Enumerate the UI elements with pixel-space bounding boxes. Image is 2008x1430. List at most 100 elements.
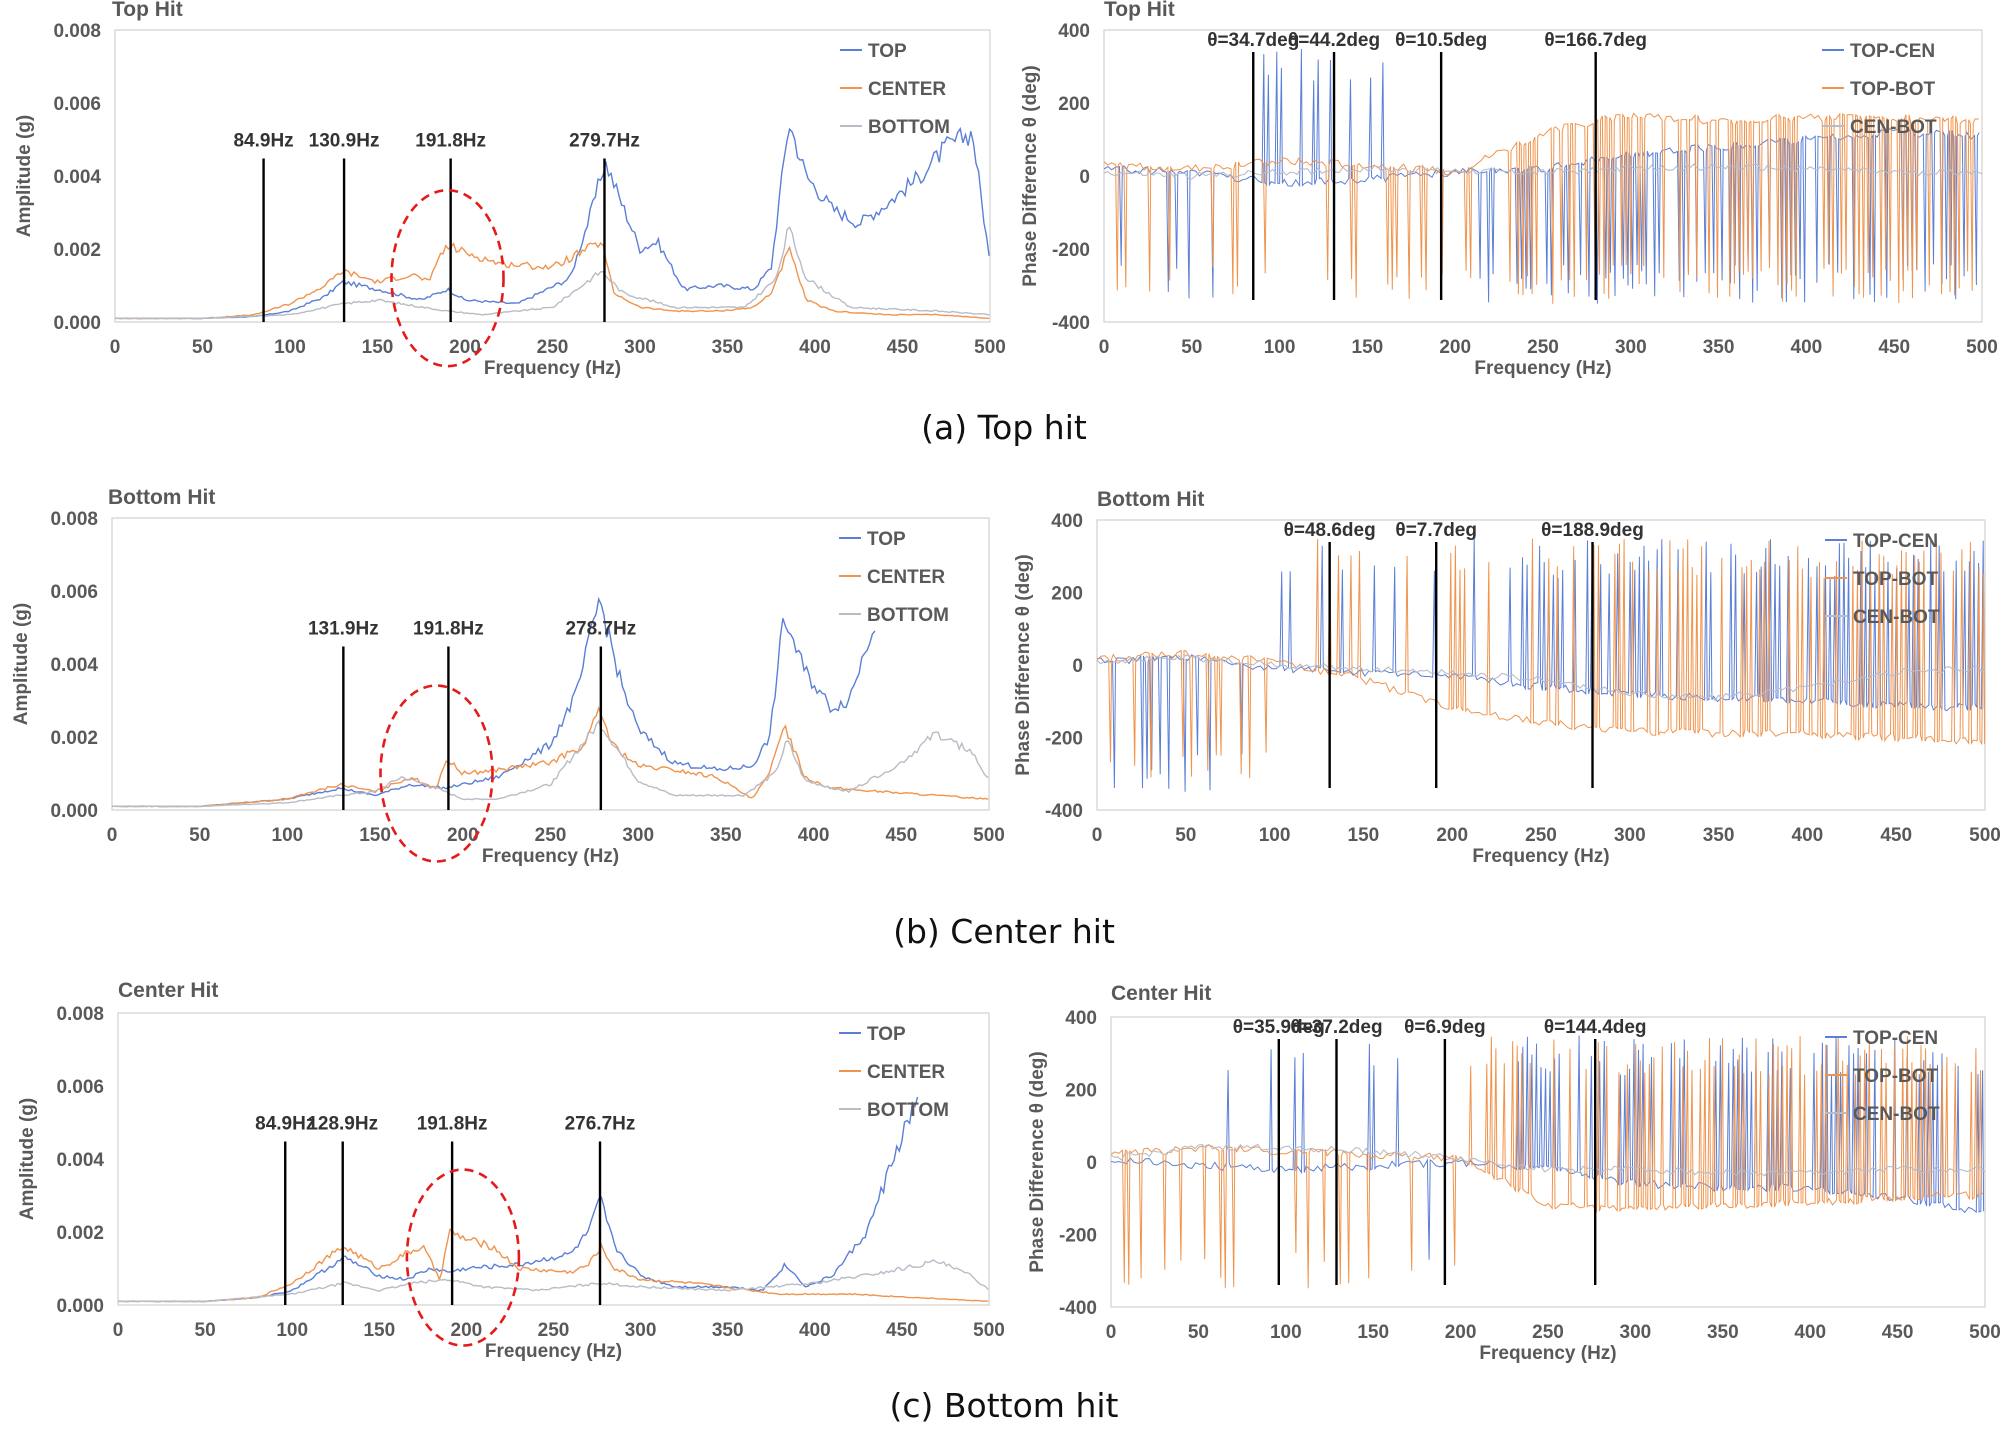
x-tick-label: 200: [451, 1320, 483, 1341]
marker-label: θ=166.7deg: [1544, 30, 1647, 51]
series-group: [1111, 1035, 1985, 1289]
x-tick-label: 50: [189, 825, 210, 846]
y-tick-label: 0.006: [53, 94, 101, 115]
x-tick-label: 50: [1188, 1322, 1209, 1343]
marker-label: θ=188.9deg: [1541, 520, 1644, 541]
plot-area: [117, 1012, 990, 1306]
y-axis-label: Amplitude (g): [11, 603, 32, 725]
x-tick-label: 50: [1175, 825, 1196, 846]
chart-title: Top Hit: [1104, 0, 1175, 21]
series-group: [1097, 538, 1985, 792]
marker-label: 191.8Hz: [417, 1113, 488, 1134]
x-tick-label: 500: [1969, 1322, 2001, 1343]
caption-c: (c) Bottom hit: [889, 1386, 1119, 1425]
x-tick-label: 100: [276, 1320, 308, 1341]
x-tick-label: 150: [1357, 1322, 1389, 1343]
x-tick-label: 100: [1270, 1322, 1302, 1343]
x-axis-label: Frequency (Hz): [482, 846, 619, 867]
legend-label: CENTER: [867, 567, 945, 588]
marker-label: 191.8Hz: [415, 130, 486, 151]
series-line-top-cen: [1097, 538, 1985, 792]
x-tick-label: 200: [1436, 825, 1468, 846]
x-tick-label: 150: [362, 337, 394, 358]
marker-label: θ=144.4deg: [1544, 1017, 1647, 1038]
x-tick-label: 400: [1791, 337, 1823, 358]
series-line-center: [115, 241, 990, 320]
chart-2: Top Hit -400 -200 0 200 400 0 50 100 150 200 250 300…: [1020, 0, 1998, 379]
x-tick-label: 150: [1348, 825, 1380, 846]
chart-3: Bottom Hit 0.000 0.002 0.004 0.006 0.008 0 50 10…: [11, 486, 1005, 867]
y-tick-label: 400: [1051, 511, 1083, 532]
x-tick-label: 250: [1525, 825, 1557, 846]
x-tick-label: 50: [195, 1320, 216, 1341]
y-tick-label: 0.006: [50, 582, 98, 603]
caption-a: (a) Top hit: [921, 408, 1087, 447]
series-group: [1104, 49, 1982, 304]
x-tick-label: 300: [622, 825, 654, 846]
legend-label: TOP-BOT: [1853, 1066, 1939, 1087]
x-tick-label: 0: [113, 1320, 124, 1341]
x-tick-label: 250: [1532, 1322, 1564, 1343]
x-tick-label: 100: [274, 337, 306, 358]
legend-label: CEN-BOT: [1853, 1104, 1940, 1125]
legend-label: TOP-CEN: [1853, 531, 1938, 552]
series-group: [118, 1096, 989, 1303]
highlight-circle: [390, 188, 505, 368]
x-tick-label: 350: [1703, 825, 1735, 846]
series-line-top: [118, 1096, 919, 1303]
chart-6: Center Hit -400 -200 0 200 400 0 50 100 150 200 250…: [1027, 982, 2001, 1364]
marker-label: θ=35.9deg: [1233, 1017, 1325, 1038]
x-tick-label: 300: [625, 1320, 657, 1341]
marker-label: θ=48.6deg: [1284, 520, 1376, 541]
legend-label: TOP: [867, 529, 906, 550]
y-tick-label: 0.004: [53, 167, 101, 188]
legend-label: TOP-BOT: [1850, 79, 1936, 100]
x-tick-label: 400: [799, 1320, 831, 1341]
y-axis-label: Phase Difference θ (deg): [1013, 554, 1034, 775]
marker-label: θ=7.7deg: [1395, 520, 1477, 541]
x-axis-label: Frequency (Hz): [485, 1341, 622, 1362]
legend-label: TOP-CEN: [1853, 1028, 1938, 1049]
y-axis-label: Amplitude (g): [14, 115, 35, 237]
y-tick-label: 0.004: [50, 655, 98, 676]
x-tick-label: 200: [449, 337, 481, 358]
x-axis-label: Frequency (Hz): [1479, 1343, 1616, 1364]
caption-b: (b) Center hit: [893, 912, 1115, 951]
series-line-top-cen: [1111, 1035, 1985, 1260]
x-tick-label: 350: [1707, 1322, 1739, 1343]
marker-label: 128.9Hz: [307, 1113, 378, 1134]
x-tick-label: 200: [1445, 1322, 1477, 1343]
y-tick-label: 0.002: [56, 1223, 104, 1244]
y-tick-label: 0.008: [53, 21, 101, 42]
x-tick-label: 200: [447, 825, 479, 846]
series-line-bottom: [118, 1259, 989, 1303]
x-tick-label: 400: [799, 337, 831, 358]
series-line-bottom: [115, 226, 990, 320]
x-axis-label: Frequency (Hz): [1474, 358, 1611, 379]
x-tick-label: 0: [1099, 337, 1110, 358]
y-tick-label: 0.000: [50, 801, 98, 822]
series-line-cen-bot: [1111, 1143, 1985, 1177]
series-line-top: [115, 126, 990, 320]
marker-label: 278.7Hz: [565, 618, 636, 639]
chart-title: Center Hit: [1111, 982, 1211, 1005]
marker-label: 84.9Hz: [255, 1113, 315, 1134]
y-tick-label: -400: [1059, 1298, 1097, 1319]
x-tick-label: 0: [110, 337, 121, 358]
x-tick-label: 200: [1439, 337, 1471, 358]
y-tick-label: 0: [1086, 1153, 1097, 1174]
chart-5: Center Hit 0.000 0.002 0.004 0.006 0.008 0 50 10…: [17, 979, 1005, 1362]
y-tick-label: -400: [1045, 801, 1083, 822]
marker-label: 279.7Hz: [569, 130, 640, 151]
x-axis-label: Frequency (Hz): [484, 358, 621, 379]
x-tick-label: 450: [1878, 337, 1910, 358]
x-tick-label: 250: [537, 337, 569, 358]
x-tick-label: 300: [1620, 1322, 1652, 1343]
marker-label: θ=37.2deg: [1290, 1017, 1382, 1038]
x-tick-label: 450: [887, 337, 919, 358]
x-tick-label: 500: [1969, 825, 2001, 846]
legend-label: TOP: [867, 1024, 906, 1045]
y-axis-label: Amplitude (g): [17, 1098, 38, 1220]
y-tick-label: 0.000: [53, 313, 101, 334]
